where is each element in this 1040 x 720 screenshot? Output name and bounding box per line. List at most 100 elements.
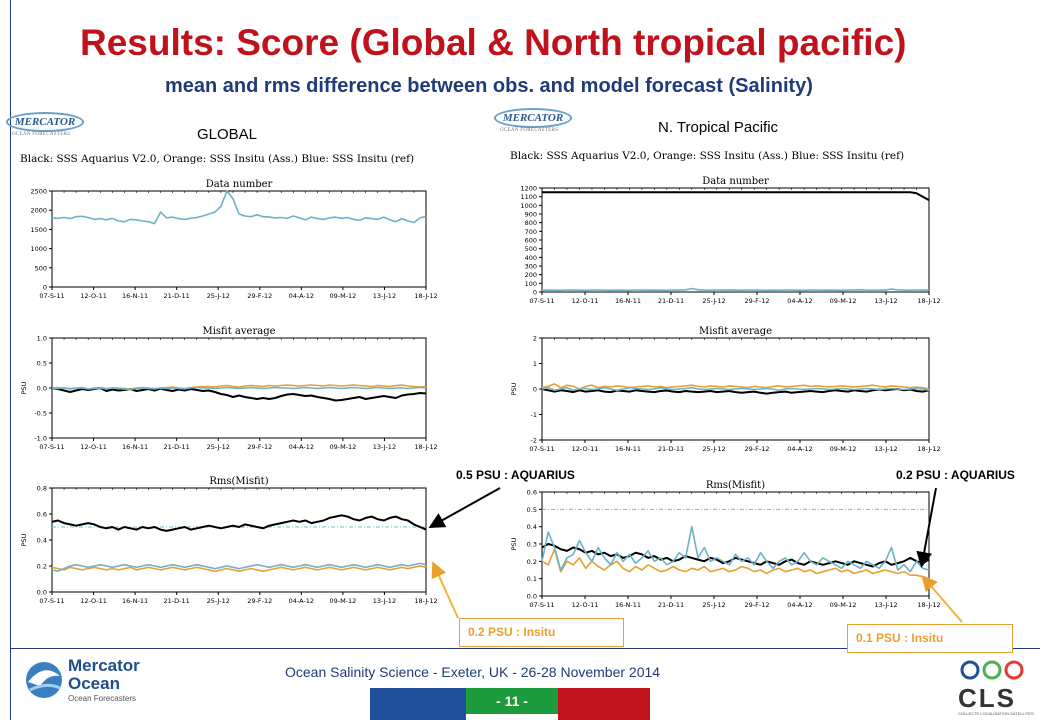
chart-global-data-number: Data number 0 500 1000 1500 2000 2500 07-S-11 12… bbox=[18, 175, 437, 308]
mercator-logo-left: MERCATOR OCEAN FORECASTERS bbox=[6, 112, 84, 137]
y-tick-label: 1.0 bbox=[37, 335, 47, 343]
x-tick-label: 25-J-12 bbox=[702, 297, 725, 305]
plot-frame bbox=[51, 487, 427, 593]
chart-title: Misfit average bbox=[699, 326, 772, 337]
y-tick-label: 0.4 bbox=[37, 537, 47, 545]
series-line-black bbox=[541, 388, 930, 395]
x-tick-label: 12-O-11 bbox=[80, 597, 107, 605]
frame-left-line bbox=[10, 0, 11, 720]
x-tick-label: 13-J-12 bbox=[373, 443, 396, 451]
series-line-blue bbox=[51, 562, 427, 572]
x-tick-label: 12-O-11 bbox=[80, 292, 107, 300]
x-tick-label: 07-S-11 bbox=[529, 601, 554, 609]
page-bar-red bbox=[558, 688, 650, 720]
chart-ntp-data-number: Data number 0 100 200 300 400 500 600 700 800 900 1… bbox=[508, 172, 940, 313]
x-tick-label: 16-N-11 bbox=[122, 292, 148, 300]
y-tick-label: 100 bbox=[525, 280, 537, 288]
annotation-ntp-insitu: 0.1 PSU : Insitu bbox=[847, 624, 1013, 653]
y-tick-label: 500 bbox=[35, 264, 47, 272]
mercator-ocean-tagline: Ocean Forecasters bbox=[68, 694, 137, 703]
x-tick-label: 13-J-12 bbox=[373, 597, 396, 605]
slide-title: Results: Score (Global & North tropical … bbox=[80, 22, 907, 63]
y-axis-label: PSU bbox=[510, 537, 518, 550]
x-tick-label: 07-S-11 bbox=[529, 445, 554, 453]
x-tick-label: 09-M-12 bbox=[830, 445, 857, 453]
x-tick-label: 04-A-12 bbox=[289, 597, 314, 605]
y-tick-label: 400 bbox=[525, 254, 537, 262]
series-line-black bbox=[51, 387, 427, 402]
y-axis-label: PSU bbox=[20, 533, 28, 546]
y-tick-label: 2500 bbox=[30, 188, 47, 196]
x-tick-label: 04-A-12 bbox=[787, 601, 812, 609]
x-tick-label: 25-J-12 bbox=[702, 445, 725, 453]
x-tick-label: 18-J-12 bbox=[917, 445, 940, 453]
x-tick-label: 09-M-12 bbox=[329, 443, 356, 451]
x-tick-label: 21-D-11 bbox=[164, 443, 190, 451]
x-tick-label: 07-S-11 bbox=[39, 443, 64, 451]
y-tick-label: 600 bbox=[525, 237, 537, 245]
plot-frame bbox=[541, 187, 930, 293]
page-number: - 11 - bbox=[466, 688, 558, 714]
cls-emblem-icon bbox=[960, 660, 1024, 680]
x-tick-label: 13-J-12 bbox=[373, 292, 396, 300]
y-tick-label: 500 bbox=[525, 245, 537, 253]
chart-title: Data number bbox=[702, 176, 769, 187]
x-tick-label: 29-F-12 bbox=[247, 292, 272, 300]
chart-global-rms: Rms(Misfit) 0.0 0.2 0.4 0.6 0.8 07-S-11 12-O-11… bbox=[18, 472, 438, 613]
x-tick-label: 25-J-12 bbox=[207, 292, 230, 300]
x-tick-label: 18-J-12 bbox=[414, 443, 437, 451]
y-tick-label: 1000 bbox=[520, 202, 537, 210]
mercator-ocean-logo: Mercator Ocean Ocean Forecasters bbox=[22, 652, 142, 713]
arrow-global-aquarius bbox=[428, 487, 501, 528]
mercator-logo-text: MERCATOR bbox=[6, 112, 84, 132]
series-line-blue bbox=[541, 525, 930, 573]
y-tick-label: -1 bbox=[531, 411, 537, 419]
x-tick-label: 29-F-12 bbox=[745, 601, 770, 609]
x-tick-label: 29-F-12 bbox=[247, 443, 272, 451]
y-tick-label: 0.2 bbox=[527, 558, 537, 566]
x-tick-label: 13-J-12 bbox=[874, 445, 897, 453]
y-tick-label: 2 bbox=[533, 335, 537, 343]
y-tick-label: 0.0 bbox=[37, 385, 47, 393]
region-label-ntp: N. Tropical Pacific bbox=[658, 119, 779, 136]
x-tick-label: 12-O-11 bbox=[572, 297, 599, 305]
series-line-black bbox=[542, 191, 930, 201]
y-tick-label: 700 bbox=[525, 228, 537, 236]
y-tick-label: 0 bbox=[43, 284, 47, 292]
y-tick-label: 200 bbox=[525, 271, 537, 279]
x-tick-label: 21-D-11 bbox=[164, 597, 190, 605]
x-tick-label: 16-N-11 bbox=[122, 443, 148, 451]
x-tick-label: 07-S-11 bbox=[39, 597, 64, 605]
slide-subtitle: mean and rms difference between obs. and… bbox=[165, 75, 813, 97]
y-tick-label: 0.8 bbox=[37, 485, 47, 493]
x-tick-label: 29-F-12 bbox=[247, 597, 272, 605]
y-tick-label: 0.1 bbox=[527, 575, 537, 583]
x-tick-label: 04-A-12 bbox=[787, 297, 812, 305]
y-axis-label: PSU bbox=[20, 381, 28, 394]
footer-event-text: Ocean Salinity Science - Exeter, UK - 26… bbox=[285, 664, 661, 680]
series-line-blue bbox=[51, 190, 427, 225]
x-tick-label: 16-N-11 bbox=[615, 297, 641, 305]
mercator-logo-right: MERCATOR OCEAN FORECASTERS bbox=[494, 108, 572, 133]
cls-logo-tagline: COLLECTE LOCALISATION SATELLITES bbox=[958, 711, 1034, 716]
y-tick-label: 1200 bbox=[520, 185, 537, 193]
annotation-global-aquarius: 0.5 PSU : AQUARIUS bbox=[456, 468, 575, 482]
y-tick-label: 300 bbox=[525, 263, 537, 271]
cls-logo-text: CLS bbox=[958, 683, 1016, 713]
chart-title: Misfit average bbox=[202, 326, 275, 337]
series-line-blue bbox=[541, 287, 930, 292]
x-tick-label: 13-J-12 bbox=[874, 601, 897, 609]
chart-title: Rms(Misfit) bbox=[706, 480, 765, 491]
y-tick-label: 1 bbox=[533, 360, 537, 368]
y-tick-label: 0.0 bbox=[37, 589, 47, 597]
y-tick-label: 0.4 bbox=[527, 523, 537, 531]
x-tick-label: 07-S-11 bbox=[39, 292, 64, 300]
y-tick-label: -1.0 bbox=[34, 435, 47, 443]
y-tick-label: 1000 bbox=[30, 245, 47, 253]
x-tick-label: 16-N-11 bbox=[615, 445, 641, 453]
series-line-blue bbox=[51, 386, 427, 391]
mercator-logo-tagline: OCEAN FORECASTERS bbox=[12, 132, 71, 137]
plot-frame bbox=[541, 491, 930, 597]
x-tick-label: 21-D-11 bbox=[658, 445, 684, 453]
x-tick-label: 12-O-11 bbox=[572, 445, 599, 453]
